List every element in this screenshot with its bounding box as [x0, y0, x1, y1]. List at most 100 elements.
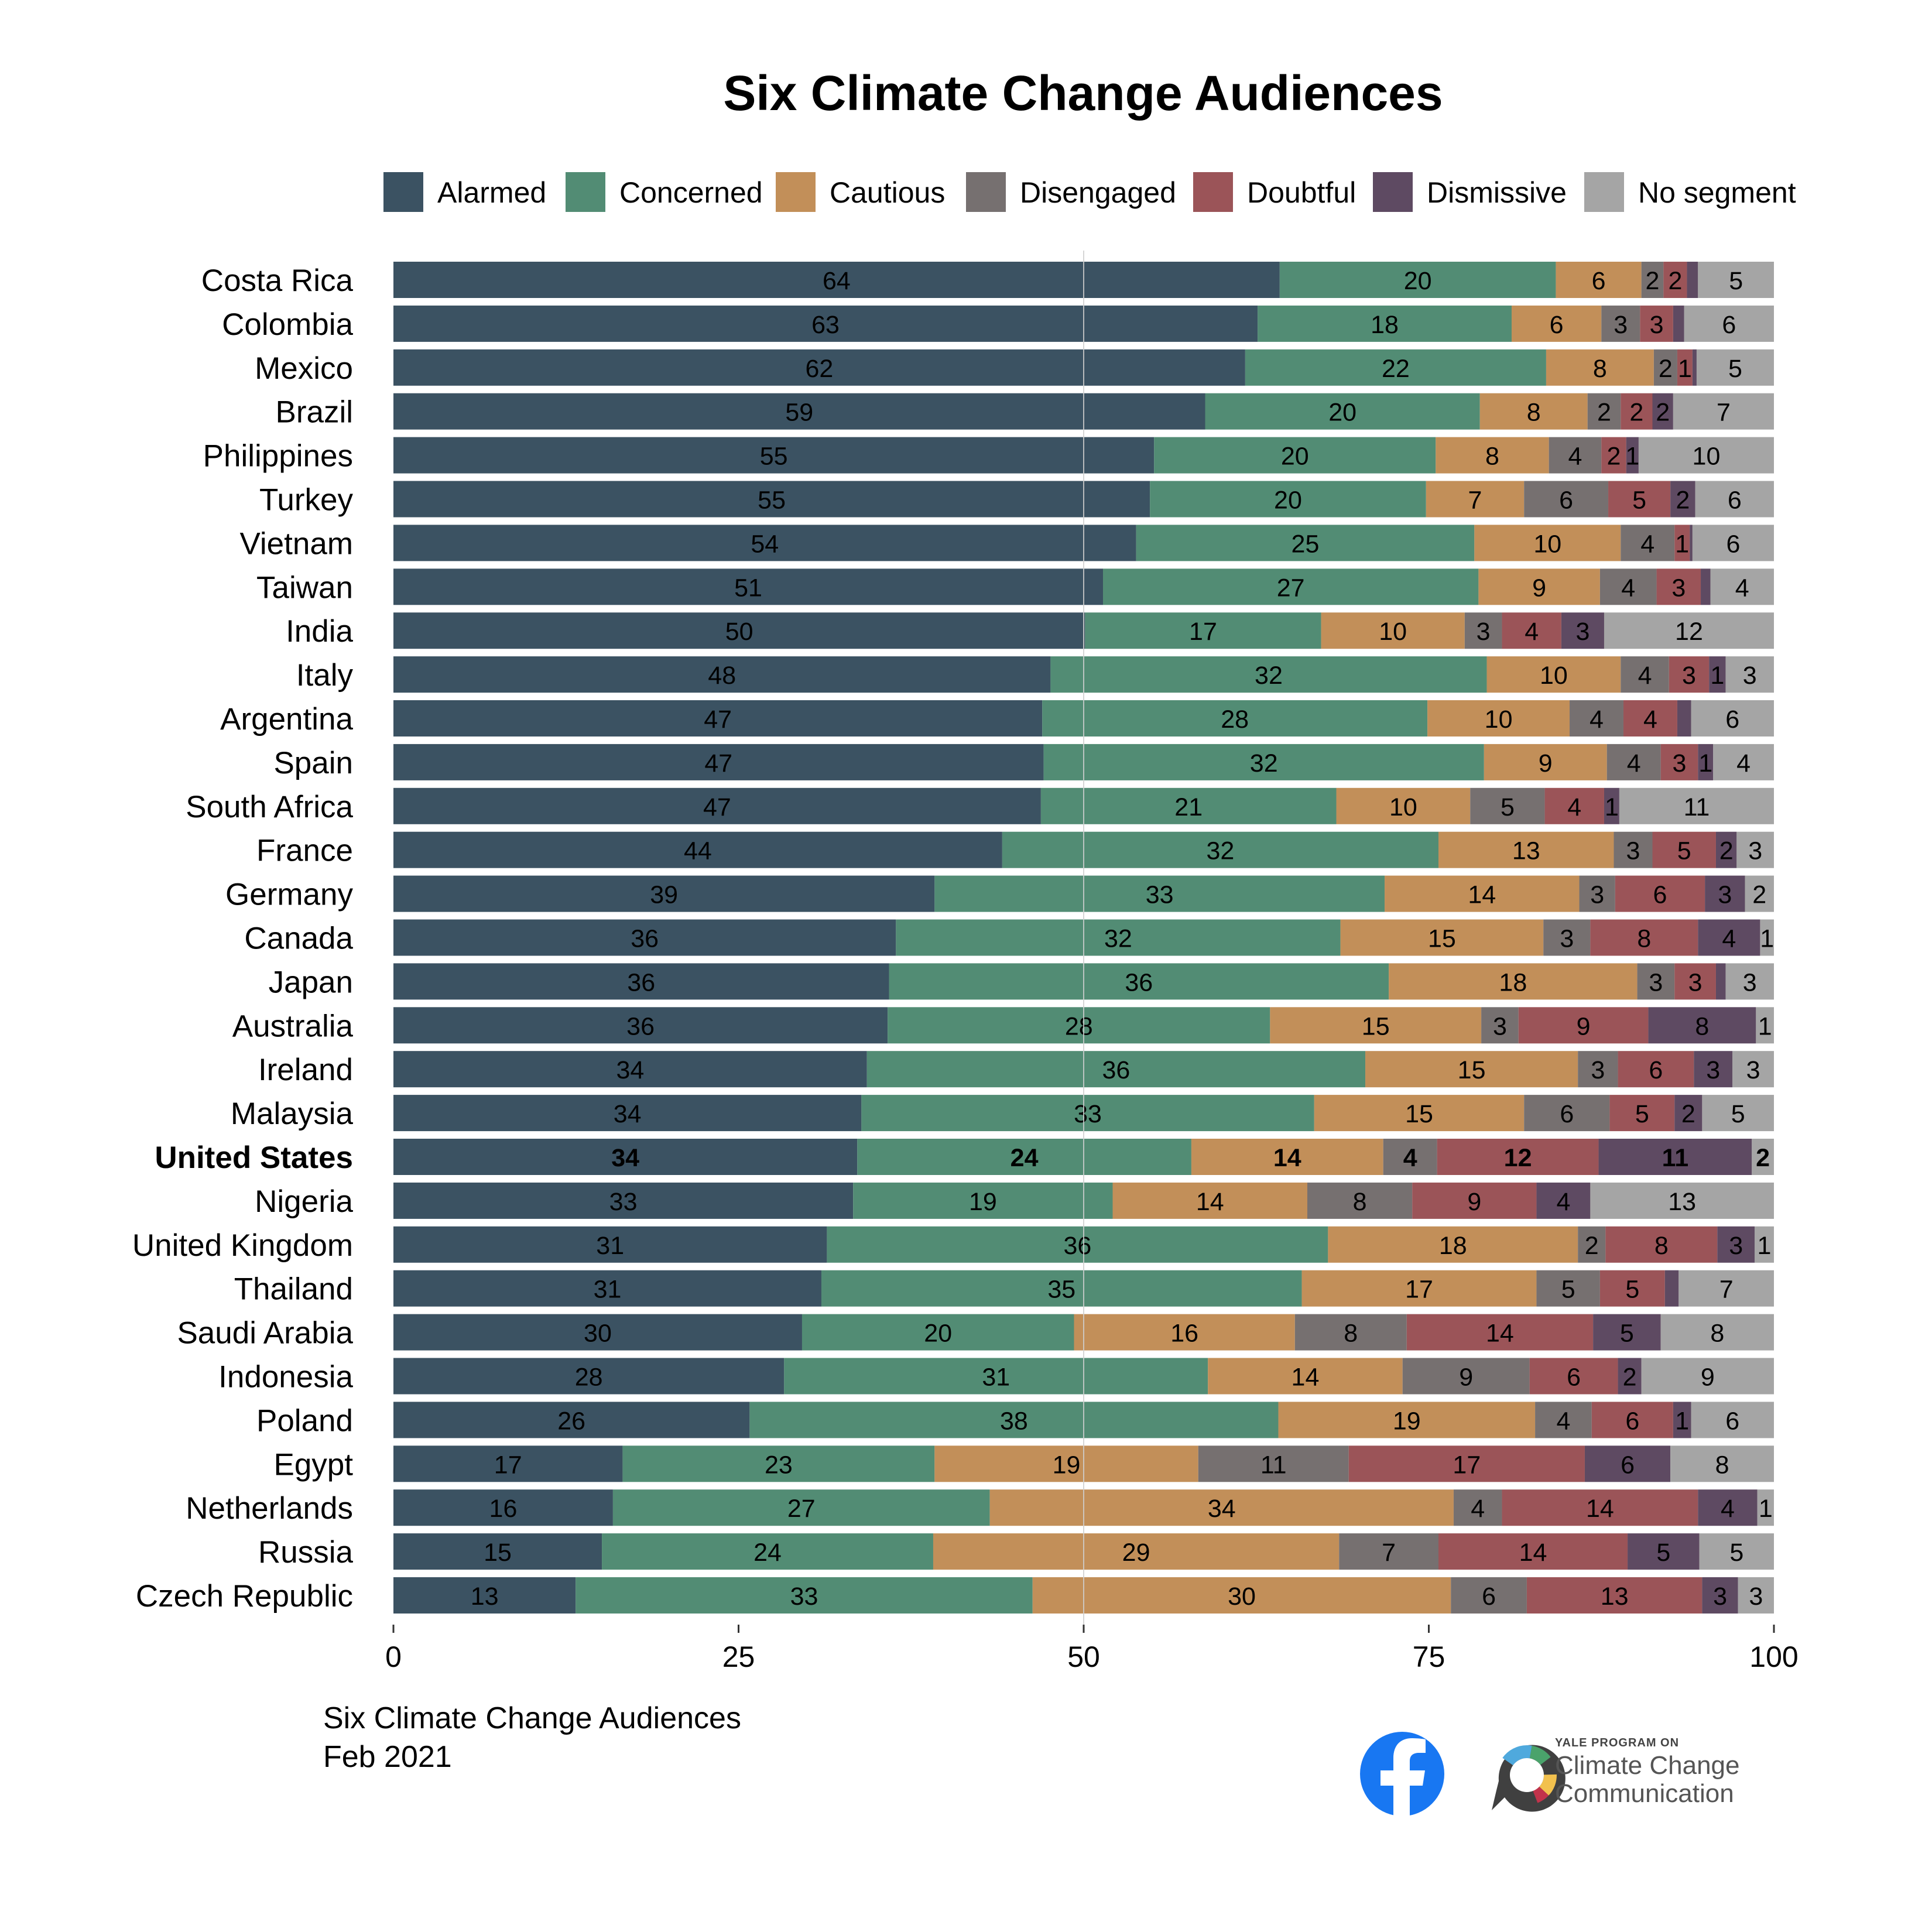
bar-segment: [393, 700, 1043, 737]
category-label: Taiwan: [256, 570, 353, 605]
legend-label: Dismissive: [1427, 176, 1567, 209]
category-label: Japan: [269, 965, 353, 999]
bar-segment: [393, 393, 1205, 430]
data-label: 5: [1561, 1276, 1575, 1304]
bar-segment: [1687, 262, 1698, 298]
bar-segment: [1453, 1489, 1502, 1526]
data-label: 21: [1174, 793, 1203, 821]
bar-segment: [1451, 1577, 1527, 1614]
tick-label: 0: [385, 1640, 402, 1673]
bar-segment: [1599, 1270, 1665, 1307]
legend-item-dismissive: Dismissive: [1373, 172, 1567, 212]
legend-swatch: [1193, 172, 1233, 212]
data-label: 6: [1567, 1364, 1581, 1392]
bar-segment: [1436, 437, 1549, 474]
bar-segment: [1437, 1139, 1599, 1175]
category-label: Egypt: [273, 1447, 353, 1482]
bar-segment: [1258, 305, 1512, 342]
data-label: 32: [1255, 662, 1283, 690]
data-label: 23: [765, 1451, 793, 1479]
data-label: 14: [1586, 1495, 1614, 1523]
data-label: 6: [1725, 705, 1739, 734]
data-label: 14: [1273, 1144, 1301, 1172]
bar-segment: [1673, 1402, 1691, 1438]
bar-segment: [1339, 1533, 1439, 1570]
data-label: 20: [1404, 267, 1432, 295]
bar-segment: [393, 1402, 750, 1438]
data-label: 2: [1607, 443, 1621, 471]
tick-label: 25: [722, 1640, 755, 1673]
data-label: 59: [785, 399, 813, 427]
data-label: 55: [760, 443, 788, 471]
bar-segment: [1191, 1139, 1383, 1175]
data-label: 44: [684, 837, 712, 865]
legend-label: Doubtful: [1247, 176, 1356, 209]
bar-segment: [857, 1139, 1191, 1175]
bar-segment: [576, 1577, 1033, 1614]
data-label: 6: [1625, 1407, 1639, 1435]
data-label: 8: [1527, 399, 1541, 427]
data-label: 4: [1736, 749, 1751, 777]
data-label: 5: [1635, 1100, 1649, 1128]
bar-row: Italy 48 32 10 4 3 1 3: [296, 656, 1774, 693]
bar-segment: [866, 1051, 1366, 1088]
category-label: Argentina: [220, 702, 353, 737]
bar-segment: [1526, 1577, 1703, 1614]
legend: Alarmed Concerned Cautious Disengaged Doubtf…: [383, 172, 1796, 212]
bar-segment: [393, 1139, 858, 1175]
bar-segment: [1518, 1007, 1649, 1044]
data-label: 8: [1344, 1320, 1358, 1348]
data-label: 16: [1170, 1320, 1198, 1348]
yale-line-1: Climate Change: [1555, 1751, 1740, 1780]
category-label: South Africa: [186, 790, 353, 824]
bar-segment: [1674, 963, 1716, 1000]
bar-segment: [1619, 787, 1774, 824]
legend-item-doubtful: Doubtful: [1193, 172, 1356, 212]
bar-segment: [1412, 1182, 1537, 1219]
data-label: 4: [1643, 705, 1657, 734]
bar-segment: [393, 787, 1041, 824]
data-label: 3: [1673, 749, 1687, 777]
category-label: Italy: [296, 658, 354, 693]
bar-row: Colombia 63 18 6 3 3 6: [222, 305, 1774, 342]
category-label: Thailand: [234, 1272, 353, 1307]
data-label: 36: [1102, 1056, 1130, 1084]
data-label: 38: [1000, 1407, 1028, 1435]
bar-segment: [1692, 525, 1774, 561]
caption-line-1: Six Climate Change Audiences: [323, 1701, 741, 1735]
bar-segment: [1486, 656, 1621, 693]
bar-segment: [1336, 787, 1471, 824]
bar-segment: [1481, 1007, 1519, 1044]
data-label: 8: [1593, 355, 1607, 383]
data-label: 64: [823, 267, 851, 295]
data-label: 1: [1760, 925, 1774, 953]
data-label: 6: [1482, 1582, 1496, 1611]
bar-segment: [1543, 919, 1591, 956]
data-label: 5: [1501, 793, 1515, 821]
bar-segment: [1474, 525, 1621, 561]
bar-segment: [1691, 1402, 1774, 1438]
data-label: 14: [1292, 1364, 1320, 1392]
bar-segment: [393, 1095, 862, 1132]
data-label: 11: [1684, 793, 1710, 821]
bar-segment: [1529, 1358, 1618, 1395]
bar-segment: [1626, 437, 1639, 474]
data-label: 36: [1125, 968, 1153, 996]
data-label: 3: [1575, 618, 1590, 646]
bar-segment: [1278, 1402, 1536, 1438]
data-label: 19: [1053, 1451, 1081, 1479]
data-label: 1: [1758, 1012, 1772, 1040]
data-label: 47: [704, 749, 732, 777]
bar-segment: [1618, 1358, 1642, 1395]
data-label: 3: [1591, 1056, 1605, 1084]
bar-row: United Kingdom 31 36 18 2 8 3 1: [132, 1226, 1774, 1263]
data-label: 8: [1654, 1232, 1669, 1260]
bar-segment: [393, 568, 1104, 605]
category-label: Poland: [256, 1403, 353, 1438]
bar-segment: [1660, 1314, 1774, 1351]
bar-segment: [393, 1007, 888, 1044]
data-label: 32: [1104, 925, 1132, 953]
bar-segment: [1245, 349, 1546, 386]
bar-row: Vietnam 54 25 10 4 1 6: [240, 525, 1774, 561]
data-label: 55: [758, 487, 786, 515]
